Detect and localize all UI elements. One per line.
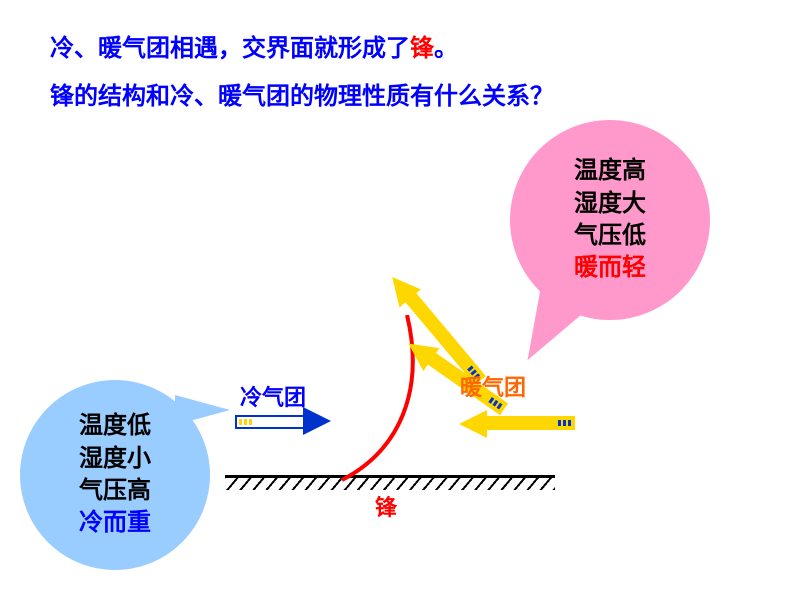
title-line1-part1: 冷、暖气团相遇，交界面就形成了 xyxy=(50,35,410,62)
cold-line4: 冷而重 xyxy=(79,507,151,539)
title-line2: 锋的结构和冷、暖气团的物理性质有什么关系？ xyxy=(50,73,554,121)
cold-air-label: 冷气团 xyxy=(240,380,306,412)
front-label: 锋 xyxy=(375,490,397,522)
title-line1-part3: 。 xyxy=(434,35,458,62)
warm-line2: 湿度大 xyxy=(574,188,646,220)
cold-line2: 湿度小 xyxy=(79,443,151,475)
warm-air-label: 暖气团 xyxy=(460,370,526,402)
cold-line3: 气压高 xyxy=(79,475,151,507)
diagram-canvas: 冷、暖气团相遇，交界面就形成了锋。 锋的结构和冷、暖气团的物理性质有什么关系？ … xyxy=(0,0,800,600)
title-block: 冷、暖气团相遇，交界面就形成了锋。 锋的结构和冷、暖气团的物理性质有什么关系？ xyxy=(50,25,554,121)
warm-line3: 气压低 xyxy=(574,220,646,252)
title-line1-key: 锋 xyxy=(410,35,434,62)
warm-line1: 温度高 xyxy=(574,155,646,187)
cold-line1: 温度低 xyxy=(79,410,151,442)
warm-line4: 暖而轻 xyxy=(574,252,646,284)
cold-air-bubble: 温度低 湿度小 气压高 冷而重 xyxy=(20,380,210,570)
warm-air-bubble: 温度高 湿度大 气压低 暖而轻 xyxy=(510,120,710,320)
